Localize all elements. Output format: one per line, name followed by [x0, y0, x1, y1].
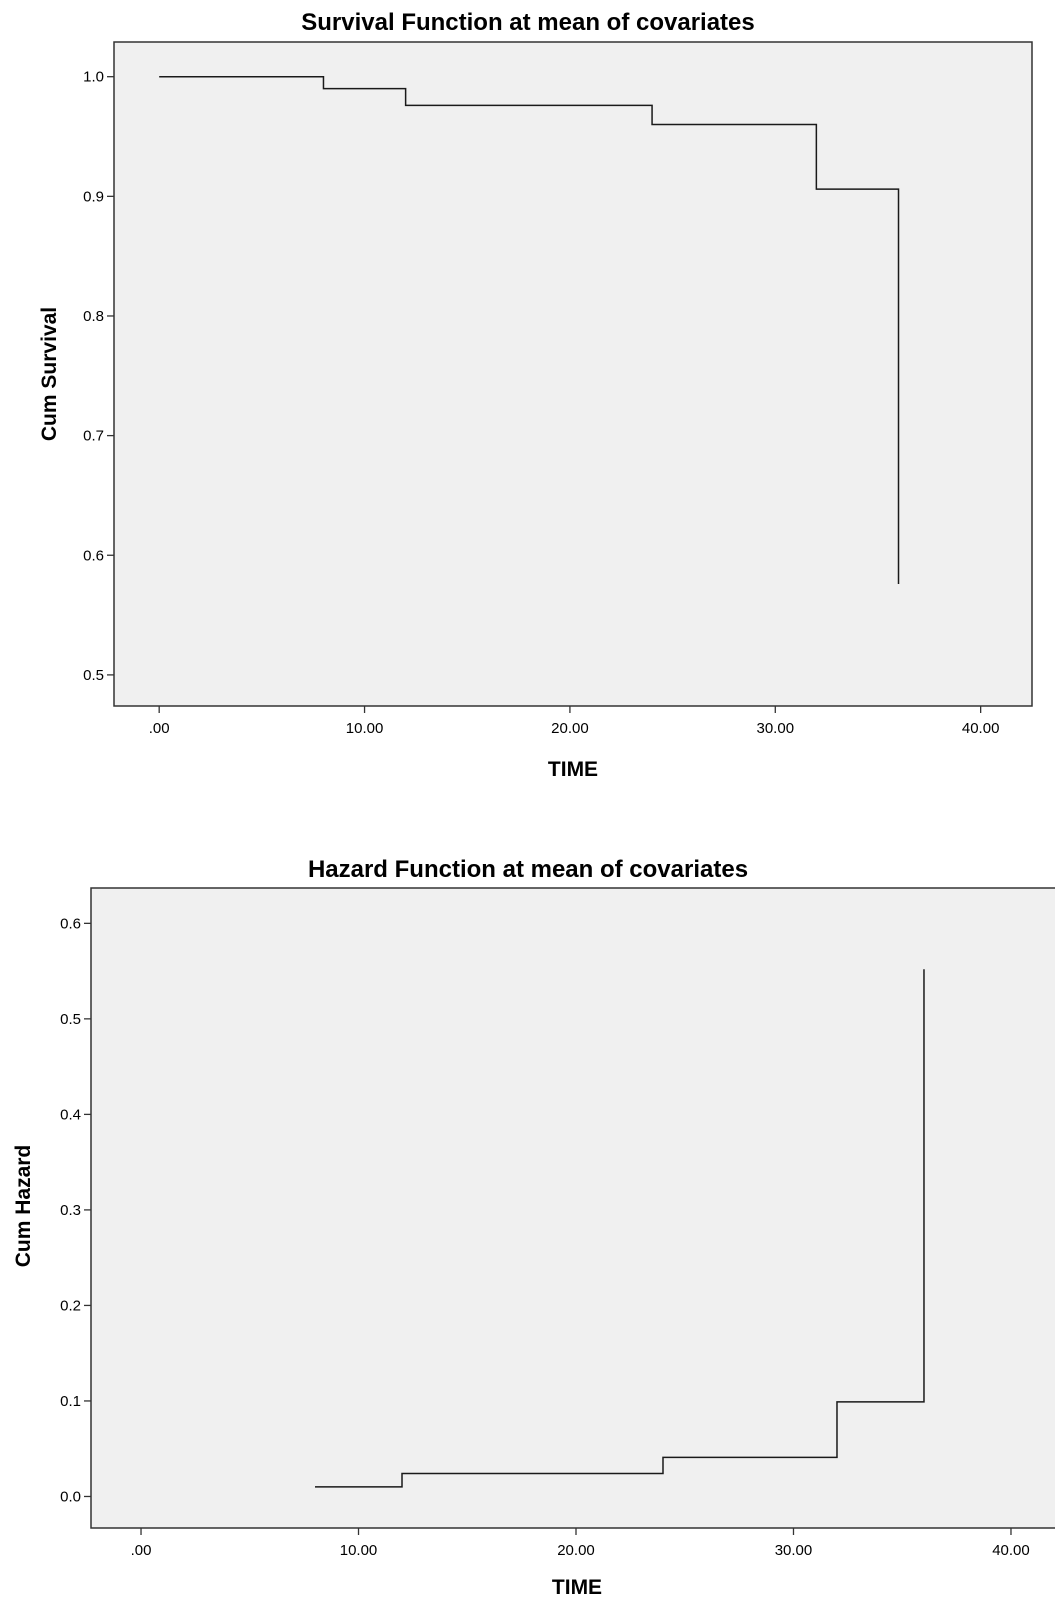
- hazard-x-tick-label: 20.00: [557, 1542, 595, 1559]
- hazard-series-line: [315, 969, 925, 1488]
- hazard-x-axis-label: TIME: [552, 1576, 602, 1599]
- survival-chart-title: Survival Function at mean of covariates: [301, 9, 754, 36]
- survival-y-tick-label: 0.6: [83, 547, 104, 564]
- survival-y-tick-label: 1.0: [83, 69, 104, 86]
- hazard-y-tick-label: 0.4: [60, 1106, 81, 1123]
- survival-x-tick-label: 20.00: [551, 720, 589, 737]
- hazard-plot-area: [90, 887, 1055, 1529]
- survival-x-tick-label: 10.00: [346, 720, 384, 737]
- hazard-chart-title: Hazard Function at mean of covariates: [308, 856, 748, 883]
- survival-axis-ticks: 0.5 0.6 0.7 0.8 0.9 1.0 .00 10.00 20.00 30.00 40.0…: [83, 69, 999, 737]
- survival-y-tick-label: 0.5: [83, 667, 104, 684]
- hazard-x-tick-label: 10.00: [340, 1542, 378, 1559]
- hazard-y-tick-label: 0.2: [60, 1297, 81, 1314]
- hazard-x-tick-label: 30.00: [775, 1542, 813, 1559]
- survival-plot-area: [113, 41, 1033, 707]
- hazard-y-tick-label: 0.3: [60, 1202, 81, 1219]
- survival-y-tick-label: 0.9: [83, 188, 104, 205]
- survival-x-tick-label: 40.00: [962, 720, 1000, 737]
- survival-x-axis-label: TIME: [548, 758, 598, 781]
- survival-x-tick-label: .00: [149, 720, 170, 737]
- survival-y-axis-label: Cum Survival: [38, 307, 61, 441]
- hazard-y-axis-label: Cum Hazard: [12, 1145, 35, 1268]
- hazard-y-tick-label: 0.1: [60, 1393, 81, 1410]
- hazard-y-tick-label: 0.5: [60, 1011, 81, 1028]
- hazard-x-tick-label: .00: [131, 1542, 152, 1559]
- hazard-x-tick-label: 40.00: [992, 1542, 1030, 1559]
- hazard-y-tick-label: 0.6: [60, 915, 81, 932]
- hazard-chart: Hazard Function at mean of covariates 0.…: [12, 856, 1055, 1599]
- survival-y-tick-label: 0.7: [83, 428, 104, 445]
- hazard-y-tick-label: 0.0: [60, 1488, 81, 1505]
- survival-x-tick-label: 30.00: [757, 720, 795, 737]
- survival-series-line: [159, 75, 900, 584]
- survival-chart: Survival Function at mean of covariates …: [38, 9, 1033, 781]
- survival-y-tick-label: 0.8: [83, 308, 104, 325]
- hazard-axis-ticks: 0.0 0.1 0.2 0.3 0.4 0.5 0.6 .00 10.00 20.00 30.00 4…: [60, 915, 1030, 1559]
